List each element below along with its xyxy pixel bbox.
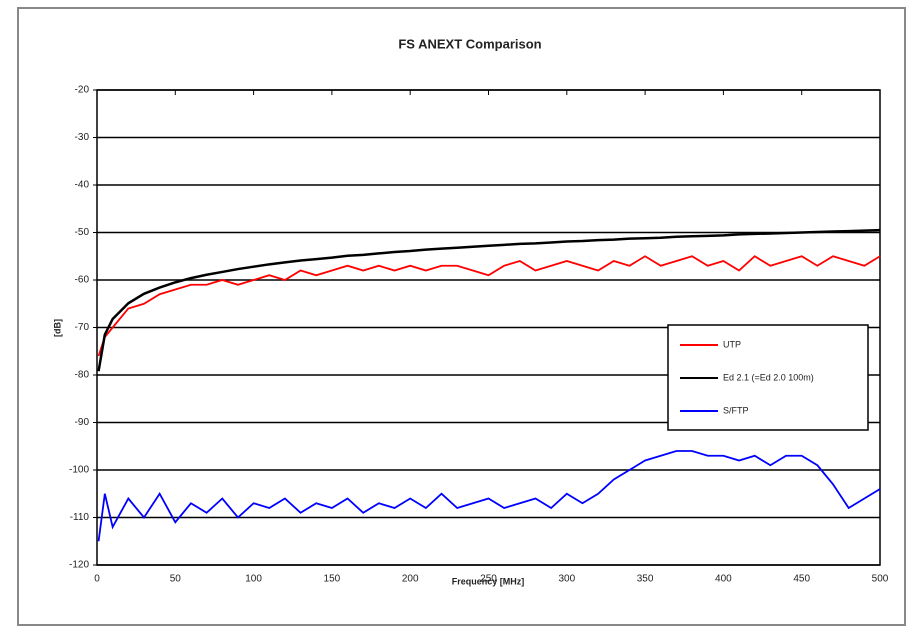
y-tick-label: -30	[75, 132, 90, 143]
series-line	[97, 228, 881, 372]
x-tick-label: 250	[480, 574, 497, 585]
x-tick-label: 450	[793, 574, 810, 585]
y-axis-label: [dB]	[52, 319, 62, 337]
y-tick-label: -40	[75, 180, 90, 191]
x-tick-label: 400	[715, 574, 732, 585]
x-tick-label: 300	[558, 574, 575, 585]
x-tick-label: 150	[324, 574, 341, 585]
y-tick-label: -90	[75, 417, 90, 428]
legend-label: Ed 2.1 (=Ed 2.0 100m)	[723, 372, 814, 382]
y-tick-label: -80	[75, 370, 90, 381]
x-tick-label: 100	[245, 574, 262, 585]
x-axis-label: Frequency [MHz]	[452, 576, 525, 586]
chart-title: FS ANEXT Comparison	[398, 36, 541, 51]
legend-label: UTP	[723, 339, 741, 349]
plot-area	[96, 89, 881, 566]
y-tick-label: -70	[75, 322, 90, 333]
chart-border	[17, 7, 906, 626]
y-tick-label: -50	[75, 227, 90, 238]
y-tick-label: -100	[69, 465, 89, 476]
x-tick-label: 500	[872, 574, 889, 585]
y-tick-label: -60	[75, 275, 90, 286]
x-tick-label: 0	[94, 574, 100, 585]
series-line	[97, 450, 881, 542]
y-tick-label: -110	[70, 512, 90, 523]
y-tick-label: -20	[75, 85, 90, 96]
x-tick-label: 350	[637, 574, 654, 585]
y-tick-label: -120	[69, 560, 89, 571]
series-line	[97, 255, 881, 357]
legend-label: S/FTP	[723, 405, 749, 415]
x-tick-label: 200	[402, 574, 419, 585]
x-tick-label: 50	[170, 574, 182, 585]
